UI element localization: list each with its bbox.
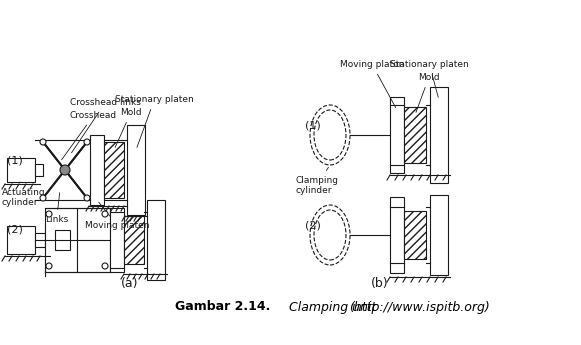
Text: Gambar 2.14.: Gambar 2.14. (175, 300, 270, 314)
Ellipse shape (310, 205, 350, 265)
Text: Moving platen: Moving platen (85, 202, 149, 230)
Text: Actuating
cylinder: Actuating cylinder (2, 182, 46, 207)
Text: (b): (b) (371, 276, 389, 289)
Bar (110, 208, 124, 272)
Text: Mold: Mold (416, 73, 440, 112)
Bar (35, 233, 45, 247)
Circle shape (46, 263, 52, 269)
Circle shape (84, 139, 90, 145)
Bar (430, 195, 448, 275)
Circle shape (60, 165, 70, 175)
Text: Stationary platen: Stationary platen (390, 60, 469, 97)
Text: (1): (1) (7, 155, 23, 165)
Bar (430, 87, 448, 183)
Text: Clamping unit: Clamping unit (285, 300, 380, 314)
Bar (404, 211, 426, 259)
Text: Mold: Mold (115, 108, 142, 147)
Text: Links: Links (45, 193, 68, 224)
Bar (7, 226, 35, 254)
Bar (7, 158, 35, 182)
Text: Crosshead links: Crosshead links (70, 98, 141, 153)
Bar (124, 216, 144, 264)
Circle shape (40, 139, 46, 145)
Circle shape (40, 195, 46, 201)
Circle shape (102, 263, 108, 269)
Circle shape (102, 211, 108, 217)
Circle shape (84, 195, 90, 201)
Bar (104, 142, 124, 198)
Bar (45, 208, 110, 272)
Text: (http://www.ispitb.org): (http://www.ispitb.org) (349, 300, 490, 314)
Text: Clamping
cylinder: Clamping cylinder (295, 167, 338, 195)
Bar (127, 125, 145, 215)
Bar (404, 107, 426, 163)
Text: Moving platon: Moving platon (340, 60, 404, 108)
Text: (2): (2) (7, 225, 23, 235)
Text: (1): (1) (305, 120, 321, 130)
Bar (147, 200, 165, 280)
Circle shape (46, 211, 52, 217)
Bar (390, 197, 404, 273)
Bar (55, 230, 70, 250)
Text: (a): (a) (121, 276, 139, 289)
Text: Crosshead: Crosshead (62, 111, 117, 160)
Bar (35, 164, 43, 176)
Text: (2): (2) (305, 220, 321, 230)
Ellipse shape (310, 105, 350, 165)
Text: Stationary platen: Stationary platen (115, 95, 193, 147)
Bar (390, 97, 404, 173)
Bar (90, 135, 104, 205)
